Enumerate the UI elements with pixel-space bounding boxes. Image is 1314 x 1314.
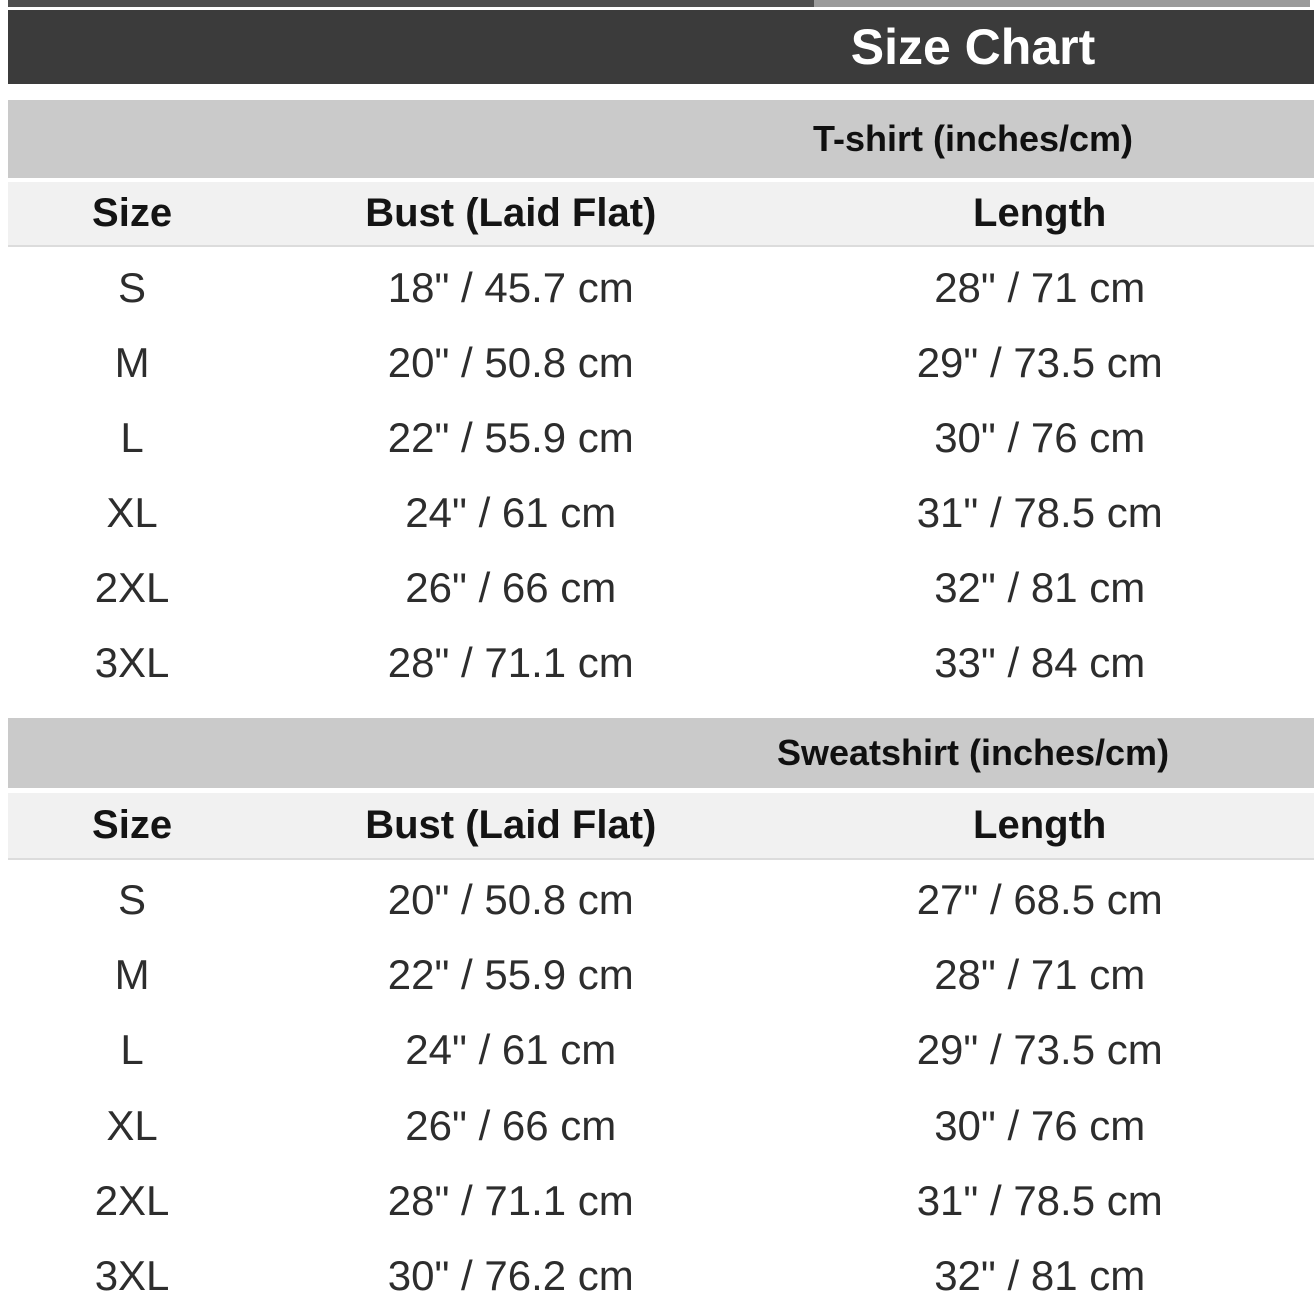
table-cell: 31" / 78.5 cm — [916, 488, 1163, 536]
table-cell: 18" / 45.7 cm — [387, 263, 634, 311]
table-cell: 20" / 50.8 cm — [387, 875, 634, 923]
table-cell: 3XL — [94, 1252, 170, 1300]
table-row: M 22" / 55.9 cm 28" / 71 cm — [8, 937, 1314, 1013]
column-header: Bust (Laid Flat) — [365, 191, 657, 235]
tshirt-size-table: T-shirt (inches/cm) Size Bust (Laid Flat)… — [8, 100, 1314, 700]
table-cell: 32" / 81 cm — [934, 563, 1146, 611]
table-cell: 28" / 71 cm — [934, 263, 1146, 311]
table-cell: 26" / 66 cm — [405, 1101, 617, 1149]
table-row: L 24" / 61 cm 29" / 73.5 cm — [8, 1012, 1314, 1088]
table-cell: M — [114, 950, 150, 998]
table-cell: 28" / 71.1 cm — [387, 1176, 634, 1224]
column-header: Bust (Laid Flat) — [365, 803, 657, 847]
sweatshirt-section-title: Sweatshirt (inches/cm) — [776, 732, 1170, 773]
table-cell: 24" / 61 cm — [405, 488, 617, 536]
table-cell: 2XL — [94, 563, 170, 611]
table-cell: 30" / 76.2 cm — [387, 1252, 634, 1300]
table-cell: S — [118, 875, 147, 923]
table-row: L 22" / 55.9 cm 30" / 76 cm — [8, 400, 1314, 475]
sweatshirt-section-band: Sweatshirt (inches/cm) — [8, 718, 1314, 788]
table-row: 2XL 26" / 66 cm 32" / 81 cm — [8, 550, 1314, 625]
tshirt-table-body: S 18" / 45.7 cm 28" / 71 cm M 20" / 50.8 cm 2… — [8, 250, 1314, 700]
sweatshirt-column-header-row: Size Bust (Laid Flat) Length — [8, 793, 1314, 860]
table-row: 3XL 30" / 76.2 cm 32" / 81 cm — [8, 1238, 1314, 1314]
sweatshirt-size-table: Sweatshirt (inches/cm) Size Bust (Laid Fl… — [8, 718, 1314, 1314]
table-cell: 32" / 81 cm — [934, 1252, 1146, 1300]
table-cell: XL — [106, 488, 158, 536]
table-cell: 33" / 84 cm — [934, 638, 1146, 686]
table-cell: 30" / 76 cm — [934, 1101, 1146, 1149]
table-cell: 28" / 71 cm — [934, 950, 1146, 998]
table-cell: XL — [106, 1101, 158, 1149]
column-header: Length — [973, 803, 1107, 847]
table-cell: 2XL — [94, 1176, 170, 1224]
table-cell: 22" / 55.9 cm — [387, 950, 634, 998]
table-cell: 30" / 76 cm — [934, 413, 1146, 461]
column-header: Size — [92, 803, 173, 847]
table-cell: 29" / 73.5 cm — [916, 1026, 1163, 1074]
table-cell: 28" / 71.1 cm — [387, 638, 634, 686]
table-row: 3XL 28" / 71.1 cm 33" / 84 cm — [8, 625, 1314, 700]
table-cell: 22" / 55.9 cm — [387, 413, 634, 461]
table-row: S 20" / 50.8 cm 27" / 68.5 cm — [8, 862, 1314, 938]
table-row: S 18" / 45.7 cm 28" / 71 cm — [8, 250, 1314, 325]
table-cell: 24" / 61 cm — [405, 1026, 617, 1074]
table-cell: 31" / 78.5 cm — [916, 1176, 1163, 1224]
tshirt-section-band: T-shirt (inches/cm) — [8, 100, 1314, 178]
top-edge-crop-artifact-light — [814, 0, 1310, 7]
table-cell: 27" / 68.5 cm — [916, 875, 1163, 923]
top-edge-crop-artifact-dark — [8, 0, 814, 7]
table-cell: S — [118, 263, 147, 311]
table-cell: L — [120, 1026, 144, 1074]
column-header: Length — [973, 191, 1107, 235]
tshirt-section-title: T-shirt (inches/cm) — [812, 118, 1134, 159]
sweatshirt-table-body: S 20" / 50.8 cm 27" / 68.5 cm M 22" / 55.9 c… — [8, 862, 1314, 1314]
page-title: Size Chart — [850, 19, 1096, 75]
table-cell: 26" / 66 cm — [405, 563, 617, 611]
table-row: XL 24" / 61 cm 31" / 78.5 cm — [8, 475, 1314, 550]
tshirt-column-header-row: Size Bust (Laid Flat) Length — [8, 182, 1314, 247]
table-row: XL 26" / 66 cm 30" / 76 cm — [8, 1087, 1314, 1164]
table-cell: L — [120, 413, 144, 461]
table-cell: M — [114, 338, 150, 386]
table-row: 2XL 28" / 71.1 cm 31" / 78.5 cm — [8, 1163, 1314, 1239]
table-cell: 3XL — [94, 638, 170, 686]
table-cell: 20" / 50.8 cm — [387, 338, 634, 386]
size-chart-title-bar: Size Chart — [8, 10, 1314, 84]
table-row: M 20" / 50.8 cm 29" / 73.5 cm — [8, 325, 1314, 400]
table-cell: 29" / 73.5 cm — [916, 338, 1163, 386]
column-header: Size — [92, 191, 173, 235]
